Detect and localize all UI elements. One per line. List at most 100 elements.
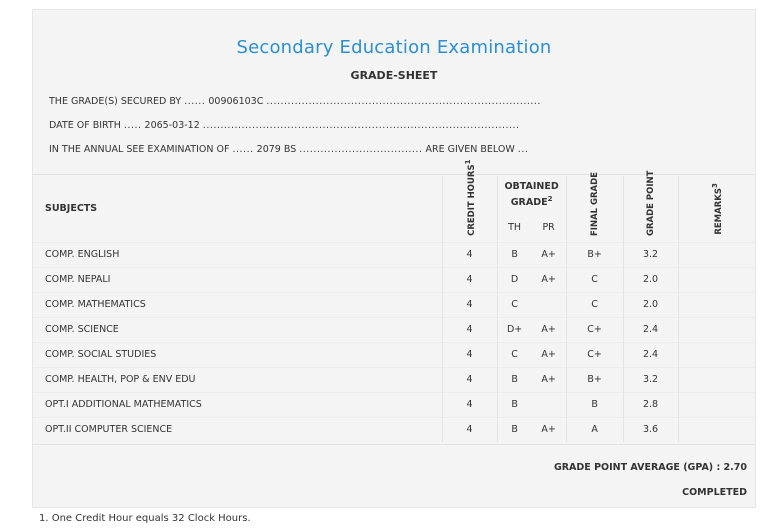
theory-grade-cell: C [496, 291, 532, 317]
theory-grade-cell: B [496, 391, 532, 417]
exam-value: 2079 BS [256, 144, 297, 155]
grades-table: SUBJECTS CREDIT HOURS1 OBTAINED GRADE2 F… [33, 159, 755, 442]
practical-grade-cell: A+ [531, 341, 567, 367]
remarks-cell [677, 316, 755, 342]
grade-point-cell: 2.8 [622, 391, 679, 417]
remarks-cell [677, 391, 755, 417]
grade-point-header: GRADE POINT [622, 171, 679, 242]
credit-cell: 4 [441, 366, 498, 392]
grade-point-cell: 2.0 [622, 266, 679, 292]
final-grade-cell: C+ [565, 316, 624, 342]
remarks-cell [677, 291, 755, 317]
subject-cell: COMP. NEPALI [33, 266, 443, 292]
divider [33, 444, 755, 445]
remarks-cell [677, 366, 755, 392]
obtained-grade-header: OBTAINED GRADE2 [496, 176, 567, 214]
grade-point-cell: 3.6 [622, 416, 679, 442]
remarks-cell [677, 241, 755, 267]
theory-grade-cell: B [496, 241, 532, 267]
subject-cell: COMP. HEALTH, POP & ENV EDU [33, 366, 443, 392]
pr-header: PR [542, 222, 555, 234]
table-row: COMP. NEPALI 4 D A+ C 2.0 [33, 266, 755, 292]
practical-grade-cell: A+ [531, 266, 567, 292]
footnote: 1. One Credit Hour equals 32 Clock Hours… [39, 513, 251, 524]
dot-leader: ........................................… [266, 96, 541, 107]
symbol-number-line: THE GRADE(S) SECURED BY ...... 00906103C… [49, 96, 541, 107]
table-row: OPT.I ADDITIONAL MATHEMATICS 4 B B 2.8 [33, 391, 755, 417]
grade-point-cell: 2.4 [622, 316, 679, 342]
practical-grade-cell: A+ [531, 366, 567, 392]
remarks-cell [677, 266, 755, 292]
final-grade-cell: B [565, 391, 624, 417]
page-subtitle: GRADE-SHEET [350, 69, 438, 82]
result-status: COMPLETED [682, 487, 747, 498]
gpa-summary: GRADE POINT AVERAGE (GPA) : 2.70 [553, 462, 747, 473]
final-grade-cell: C [565, 266, 624, 292]
remarks-cell [677, 341, 755, 367]
symbol-value: 00906103C [208, 96, 264, 107]
final-grade-cell: C [565, 291, 624, 317]
credit-cell: 4 [441, 416, 498, 442]
divider [33, 174, 755, 175]
practical-grade-cell: A+ [531, 316, 567, 342]
exam-label: IN THE ANNUAL SEE EXAMINATION OF [49, 144, 230, 155]
subjects-header: SUBJECTS [45, 203, 98, 215]
table-row: COMP. HEALTH, POP & ENV EDU 4 B A+ B+ 3.2 [33, 366, 755, 392]
theory-grade-cell: B [496, 366, 532, 392]
final-grade-header: FINAL GRADE [565, 172, 624, 242]
subject-cell: COMP. SOCIAL STUDIES [33, 341, 443, 367]
grade-point-cell: 2.0 [622, 291, 679, 317]
credit-cell: 4 [441, 341, 498, 367]
grade-sheet: Secondary Education Examination GRADE-SH… [32, 9, 756, 508]
credit-hours-header: CREDIT HOURS1 [441, 159, 498, 242]
final-grade-cell: B+ [565, 241, 624, 267]
table-header-row: SUBJECTS CREDIT HOURS1 OBTAINED GRADE2 F… [33, 159, 755, 242]
theory-grade-cell: C [496, 341, 532, 367]
table-row: COMP. SCIENCE 4 D+ A+ C+ 2.4 [33, 316, 755, 342]
table-row: COMP. ENGLISH 4 B A+ B+ 3.2 [33, 241, 755, 267]
dot-leader: ..... [123, 120, 142, 131]
dot-leader: ... [517, 144, 529, 155]
table-subheader-row: TH PR [33, 214, 755, 242]
subject-cell: OPT.II COMPUTER SCIENCE [33, 416, 443, 442]
credit-cell: 4 [441, 391, 498, 417]
final-grade-cell: A [565, 416, 624, 442]
dob-label: DATE OF BIRTH [49, 120, 121, 131]
theory-grade-cell: D+ [496, 316, 532, 342]
dob-value: 2065-03-12 [144, 120, 200, 131]
grade-point-cell: 2.4 [622, 341, 679, 367]
credit-cell: 4 [441, 266, 498, 292]
table-row: COMP. SOCIAL STUDIES 4 C A+ C+ 2.4 [33, 341, 755, 367]
remarks-cell [677, 416, 755, 442]
grade-point-cell: 3.2 [622, 366, 679, 392]
subject-cell: COMP. ENGLISH [33, 241, 443, 267]
exam-suffix: ARE GIVEN BELOW [425, 144, 515, 155]
practical-grade-cell [531, 291, 567, 317]
subject-cell: OPT.I ADDITIONAL MATHEMATICS [33, 391, 443, 417]
final-grade-cell: C+ [565, 341, 624, 367]
credit-cell: 4 [441, 316, 498, 342]
dot-leader: ...... [184, 96, 206, 107]
page-title: Secondary Education Examination [236, 37, 552, 58]
credit-cell: 4 [441, 241, 498, 267]
th-header: TH [496, 214, 532, 242]
subject-cell: COMP. MATHEMATICS [33, 291, 443, 317]
practical-grade-cell [531, 391, 567, 417]
dot-leader: ........................................… [202, 120, 520, 131]
dob-line: DATE OF BIRTH ..... 2065-03-12 .........… [49, 120, 520, 131]
grade-point-cell: 3.2 [622, 241, 679, 267]
symbol-label: THE GRADE(S) SECURED BY [49, 96, 182, 107]
theory-grade-cell: D [496, 266, 532, 292]
credit-cell: 4 [441, 291, 498, 317]
table-row: COMP. MATHEMATICS 4 C C 2.0 [33, 291, 755, 317]
dot-leader: ...... [232, 144, 254, 155]
table-row: OPT.II COMPUTER SCIENCE 4 B A+ A 3.6 [33, 416, 755, 442]
exam-line: IN THE ANNUAL SEE EXAMINATION OF ...... … [49, 144, 528, 155]
dot-leader: ................................... [299, 144, 423, 155]
remarks-header: REMARKS3 [677, 176, 755, 242]
practical-grade-cell: A+ [531, 241, 567, 267]
practical-grade-cell: A+ [531, 416, 567, 442]
subject-cell: COMP. SCIENCE [33, 316, 443, 342]
final-grade-cell: B+ [565, 366, 624, 392]
theory-grade-cell: B [496, 416, 532, 442]
